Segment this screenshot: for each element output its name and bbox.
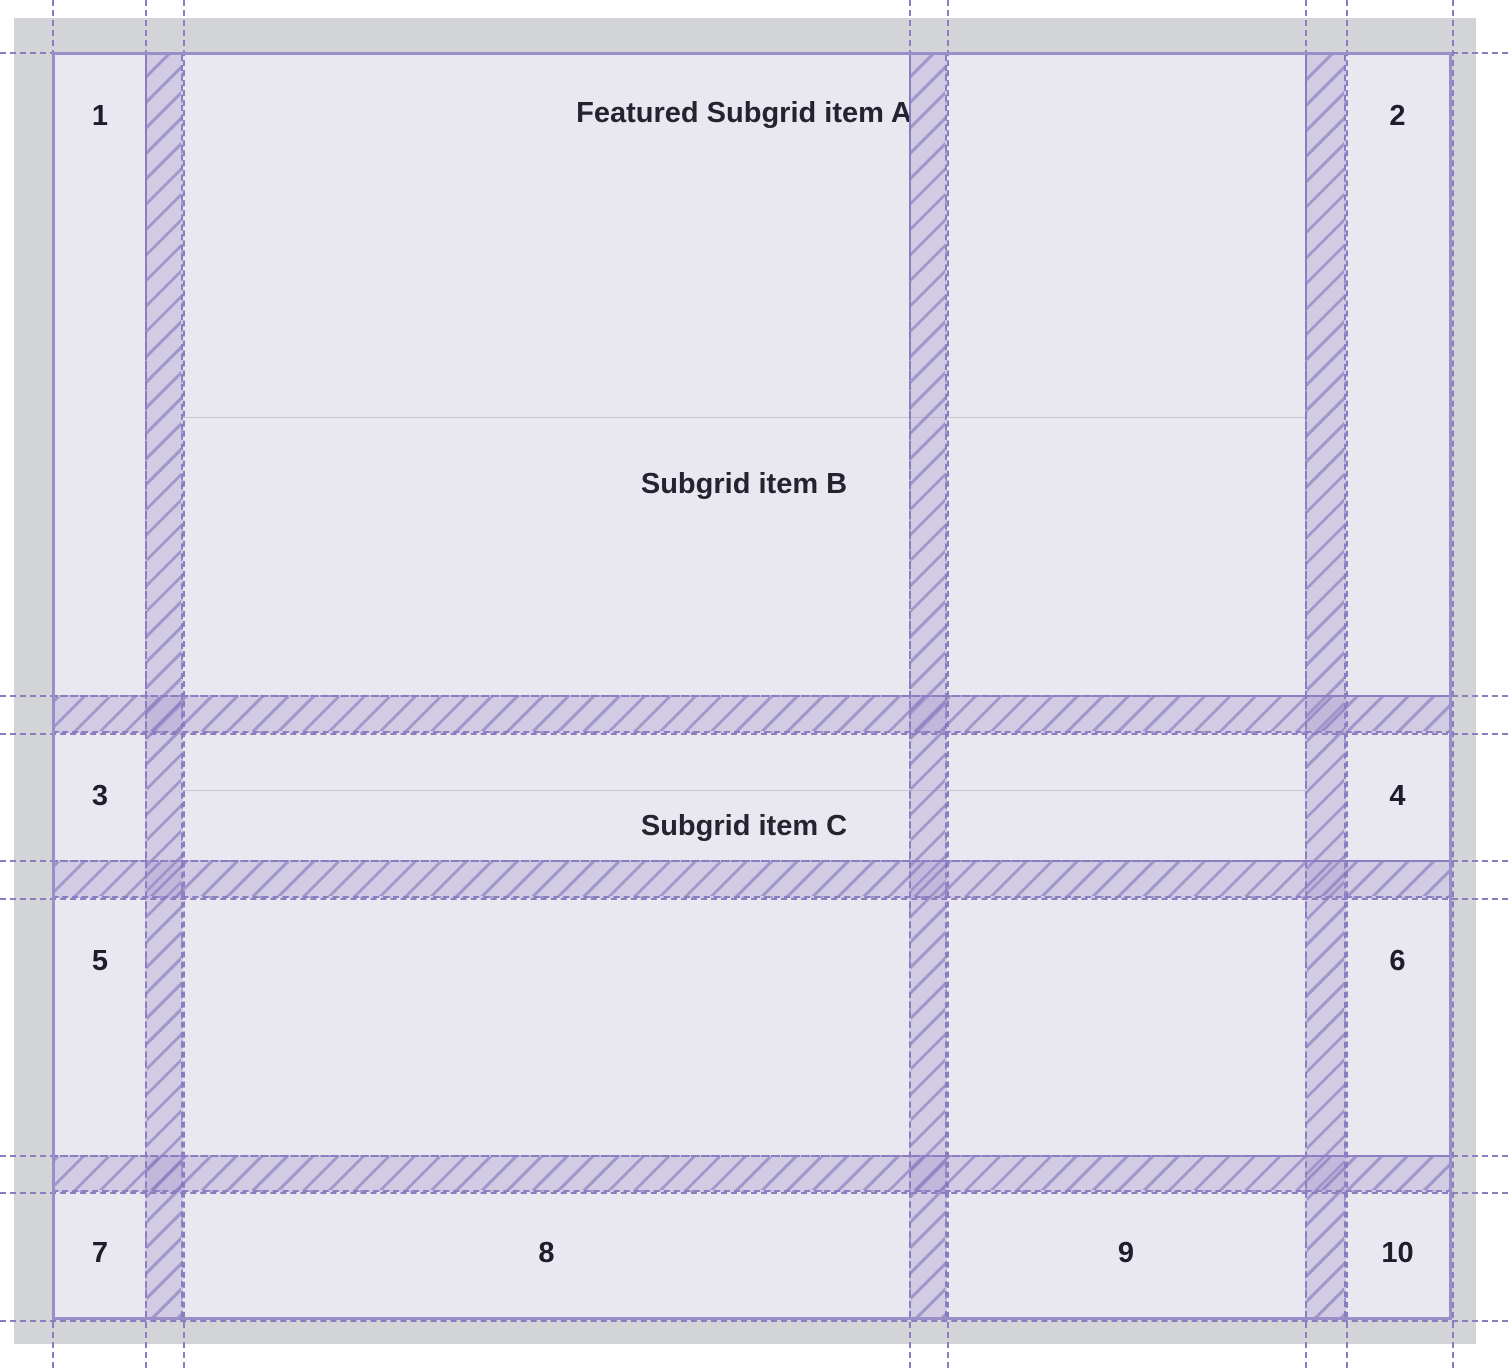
grid-line-extension-vertical	[909, 0, 911, 1368]
grid-line-extension-vertical	[52, 0, 54, 1368]
grid-line-extension-vertical	[183, 0, 185, 1368]
grid-cell[interactable]	[1346, 55, 1449, 695]
grid-cell-number: 3	[91, 780, 109, 812]
grid-line-extension-horizontal	[0, 733, 1508, 735]
subgrid-item-label: Subgrid item B	[640, 468, 848, 500]
grid-cell[interactable]	[1346, 898, 1449, 1155]
grid-line-extension-horizontal	[0, 1155, 1508, 1157]
grid-cell[interactable]	[183, 1192, 910, 1317]
grid-cell[interactable]	[1346, 733, 1449, 860]
grid-cell-number: 10	[1381, 1237, 1414, 1269]
grid-line-extension-horizontal	[0, 52, 1508, 54]
grid-cell-number: 8	[538, 1237, 555, 1269]
grid-line-extension-horizontal	[0, 1192, 1508, 1194]
grid-line-extension-horizontal	[0, 898, 1508, 900]
grid-cell-number: 4	[1389, 780, 1406, 812]
grid-cell[interactable]	[55, 898, 145, 1155]
subgrid-item[interactable]	[183, 55, 1305, 417]
grid-line-extension-vertical	[145, 0, 147, 1368]
grid-row-gap	[52, 695, 1452, 733]
subgrid-item-label: Subgrid item C	[640, 810, 848, 842]
grid-line-extension-vertical	[1346, 0, 1348, 1368]
subgrid-item[interactable]	[183, 417, 1305, 695]
subgrid-item-label: Featured Subgrid item A	[576, 97, 912, 129]
subgrid-item-divider	[183, 790, 1305, 791]
grid-cell[interactable]	[947, 1192, 1305, 1317]
grid-cell[interactable]	[55, 55, 145, 695]
grid-line-extension-horizontal	[0, 695, 1508, 697]
grid-cell[interactable]	[55, 733, 145, 860]
grid-cell-number: 2	[1389, 100, 1406, 132]
grid-row-gap	[52, 1155, 1452, 1192]
grid-cell-number: 5	[91, 945, 109, 977]
grid-line-extension-vertical	[1305, 0, 1307, 1368]
subgrid-item-divider	[183, 417, 1305, 418]
subgrid-item[interactable]	[183, 733, 1305, 860]
grid-row-gap	[52, 860, 1452, 898]
grid-column-gap	[145, 55, 183, 1317]
grid-cell-number: 9	[1117, 1237, 1135, 1269]
grid-column-gap	[909, 55, 947, 1317]
grid-cell[interactable]	[55, 1192, 145, 1317]
grid-cell-number: 6	[1389, 945, 1406, 977]
grid-line-extension-vertical	[947, 0, 949, 1368]
grid-line-extension-vertical	[1452, 0, 1454, 1368]
grid-cell-number: 1	[91, 100, 109, 132]
grid-column-gap	[1305, 55, 1346, 1317]
grid-cell-number: 7	[91, 1237, 109, 1269]
grid-line-extension-horizontal	[0, 860, 1508, 862]
grid-line-extension-horizontal	[0, 1320, 1508, 1322]
grid-cell[interactable]	[1346, 1192, 1449, 1317]
